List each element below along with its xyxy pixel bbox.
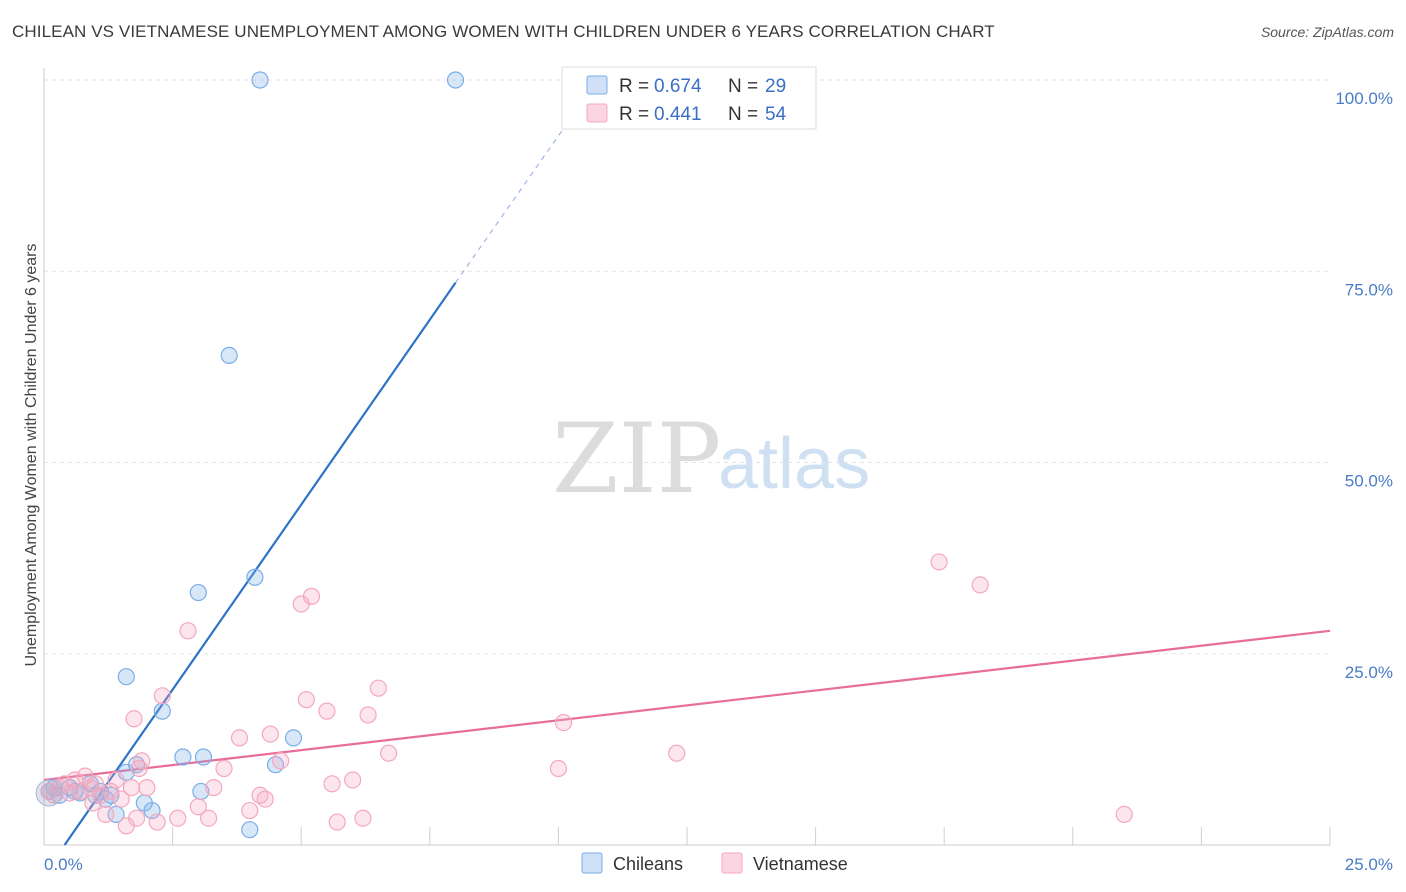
y-axis-label: Unemployment Among Women with Children U… bbox=[23, 243, 40, 666]
correlation-legend: R = 0.674 N = 29 R = 0.441 N = 54 bbox=[561, 66, 817, 130]
legend-swatch-vietnamese bbox=[586, 103, 608, 123]
series-swatch-chileans bbox=[581, 852, 603, 874]
legend-r-value-1: 0.674 bbox=[654, 76, 702, 97]
trend-lines bbox=[43, 98, 1331, 846]
x-tick-label-1: 25.0% bbox=[1345, 855, 1393, 874]
vietnamese-point-41 bbox=[344, 771, 362, 789]
chileans-point-20 bbox=[241, 821, 259, 839]
legend-r-label-2: R = bbox=[619, 104, 649, 125]
chileans-point-25 bbox=[446, 71, 465, 89]
series-swatch-vietnamese bbox=[721, 852, 743, 874]
vietnamese-point-33 bbox=[261, 725, 279, 743]
y-tick-labels: 25.0% 50.0% 75.0% 100.0% bbox=[1335, 89, 1393, 682]
vietnamese-point-34 bbox=[272, 752, 290, 770]
vietnamese-point-23 bbox=[169, 809, 187, 827]
vietnamese-point-20 bbox=[138, 779, 156, 797]
vietnamese-point-17 bbox=[127, 809, 146, 827]
chileans-point-18 bbox=[194, 748, 213, 766]
vietnamese-point-24 bbox=[179, 622, 197, 640]
legend-n-label-1: N = bbox=[728, 76, 758, 97]
legend-n-value-2: 54 bbox=[765, 104, 787, 125]
vietnamese-point-38 bbox=[318, 702, 336, 720]
vietnamese-point-27 bbox=[205, 779, 223, 797]
vietnamese-point-53 bbox=[84, 794, 102, 812]
vietnamese-point-51 bbox=[1115, 805, 1133, 824]
vietnamese-point-47 bbox=[554, 713, 573, 732]
data-points bbox=[35, 71, 1133, 839]
series-legend: Chileans Vietnamese bbox=[581, 852, 848, 874]
legend-swatch-chileans bbox=[586, 75, 608, 95]
vietnamese-point-49 bbox=[930, 553, 948, 571]
vietnamese-point-50 bbox=[971, 576, 989, 594]
vietnamese-point-29 bbox=[230, 729, 249, 747]
legend-n-label-2: N = bbox=[728, 104, 758, 125]
series-label-chileans: Chileans bbox=[613, 854, 683, 874]
origin-cluster-point bbox=[35, 779, 63, 807]
chileans-point-19 bbox=[220, 346, 238, 364]
legend-r-value-2: 0.441 bbox=[654, 104, 702, 125]
vietnamese-point-30 bbox=[241, 801, 259, 820]
x-tick-labels: 0.0% 25.0% bbox=[44, 855, 1393, 874]
vietnamese-point-43 bbox=[359, 706, 377, 724]
vietnamese-point-48 bbox=[668, 744, 686, 762]
chileans-point-14 bbox=[117, 668, 135, 686]
y-tick-label-3: 100.0% bbox=[1335, 89, 1393, 108]
source-credit: Source: ZipAtlas.com bbox=[1260, 24, 1394, 40]
vietnamese-point-46 bbox=[549, 759, 568, 778]
chileans-point-16 bbox=[189, 583, 207, 602]
watermark-zip: ZIP bbox=[552, 403, 721, 515]
chileans-trend-line bbox=[63, 282, 457, 846]
axes bbox=[43, 68, 1330, 846]
vietnamese-point-13 bbox=[107, 771, 125, 789]
y-tick-label-2: 75.0% bbox=[1345, 280, 1393, 299]
vietnamese-point-40 bbox=[328, 813, 346, 831]
vietnamese-point-39 bbox=[323, 775, 341, 793]
vietnamese-trend-line bbox=[43, 629, 1331, 782]
legend-n-value-1: 29 bbox=[765, 76, 786, 97]
chileans-point-21 bbox=[246, 568, 264, 586]
chileans-trend-extension bbox=[455, 98, 585, 284]
vietnamese-point-25 bbox=[189, 798, 207, 816]
vietnamese-point-6 bbox=[71, 782, 89, 801]
vietnamese-point-28 bbox=[215, 759, 233, 778]
vietnamese-point-52 bbox=[125, 710, 143, 728]
chileans-point-24 bbox=[251, 71, 269, 89]
legend-r-label-1: R = bbox=[619, 76, 649, 97]
vietnamese-point-26 bbox=[200, 809, 218, 827]
vietnamese-point-45 bbox=[380, 744, 398, 762]
vietnamese-point-37 bbox=[302, 587, 321, 605]
x-tick-label-0: 0.0% bbox=[44, 855, 83, 874]
chileans-point-15 bbox=[174, 748, 192, 766]
chileans-point-23 bbox=[284, 729, 303, 747]
vietnamese-point-16 bbox=[122, 779, 141, 797]
vietnamese-point-42 bbox=[354, 809, 372, 827]
vietnamese-point-11 bbox=[97, 805, 115, 824]
vietnamese-point-32 bbox=[256, 790, 274, 808]
chart-title: CHILEAN VS VIETNAMESE UNEMPLOYMENT AMONG… bbox=[12, 22, 995, 41]
y-tick-label-1: 50.0% bbox=[1345, 472, 1393, 491]
watermark-atlas: atlas bbox=[718, 424, 870, 504]
vietnamese-point-21 bbox=[148, 813, 166, 831]
vietnamese-point-19 bbox=[133, 752, 151, 770]
series-label-vietnamese: Vietnamese bbox=[753, 854, 848, 874]
vietnamese-point-14 bbox=[112, 790, 130, 808]
vietnamese-point-36 bbox=[297, 691, 315, 709]
chileans-point-13 bbox=[153, 702, 171, 720]
vietnamese-point-22 bbox=[153, 687, 171, 705]
vietnamese-point-44 bbox=[369, 679, 387, 697]
y-tick-label-0: 25.0% bbox=[1345, 663, 1393, 682]
